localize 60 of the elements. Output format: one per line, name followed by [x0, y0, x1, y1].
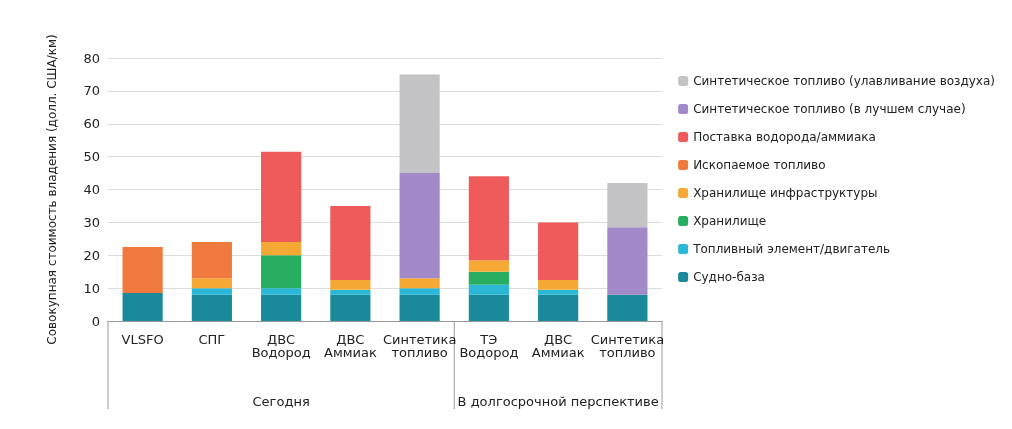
bar: [261, 255, 302, 289]
bar: [468, 271, 509, 285]
y-tick-label: 60: [83, 116, 100, 132]
bar: [261, 294, 302, 321]
bar: [191, 288, 232, 295]
bar: [468, 284, 509, 295]
bar: [468, 294, 509, 321]
bar: [330, 279, 371, 290]
bar: [122, 247, 163, 294]
bar: [538, 289, 579, 295]
x-tick-label: ДВС Аммиак: [323, 332, 377, 360]
x-tick-label: ТЭ Водород: [459, 332, 519, 360]
bar: [191, 294, 232, 321]
bar: [330, 205, 371, 280]
bar: [261, 288, 302, 295]
bar: [399, 278, 440, 289]
bar: [538, 279, 579, 290]
bar: [330, 294, 371, 321]
y-tick-label: 40: [83, 182, 100, 197]
y-tick-label: 30: [83, 214, 100, 230]
x-tick-label: ДВС Аммиак: [531, 332, 585, 360]
y-tick-label: 80: [83, 50, 100, 66]
bar: [122, 293, 163, 321]
y-tick-label: 0: [91, 313, 100, 329]
x-tick-label: VLSFO: [121, 332, 164, 347]
bar: [538, 222, 579, 280]
x-tick-label: СПГ: [198, 332, 226, 347]
y-tick-label: 10: [83, 280, 100, 296]
legend-label: Синтетическое топливо (улавливание воздуха): [693, 74, 996, 88]
x-tick-label: Синтетика топливо: [590, 332, 665, 360]
bar: [261, 242, 302, 256]
legend-label: Синтетическое топливо (в лучшем случае): [693, 102, 966, 116]
bar: [607, 182, 648, 228]
bar: [607, 294, 648, 321]
bar: [399, 173, 440, 279]
bar: [330, 289, 371, 295]
bar: [607, 227, 648, 295]
text: В долгосрочной перспективе: [457, 393, 659, 409]
bar: [399, 294, 440, 321]
legend-label: Судно-база: [693, 270, 765, 284]
legend-label: Хранилище: [693, 214, 767, 228]
bar: [261, 151, 302, 243]
x-tick-label: Синтетика топливо: [382, 332, 457, 360]
x-tick-label: ДВС Водород: [251, 332, 311, 360]
y-tick-label: 70: [83, 83, 100, 99]
text: Сегодня: [252, 393, 310, 409]
bar: [468, 176, 509, 261]
y-tick-label: 50: [83, 149, 100, 165]
bar: [538, 294, 579, 321]
bar: [399, 74, 440, 174]
bar: [191, 242, 232, 279]
y-axis-title: Совокупная стоимость владения (долл. США/км): [45, 34, 59, 345]
bar: [191, 278, 232, 289]
legend-label: Топливный элемент/двигатель: [692, 242, 891, 256]
legend-label: Хранилище инфраструктуры: [693, 186, 878, 200]
y-tick-label: 20: [83, 247, 100, 263]
bar: [468, 260, 509, 272]
legend-label: Поставка водорода/аммиака: [693, 130, 876, 144]
bar: [399, 288, 440, 295]
legend-label: Ископаемое топливо: [693, 158, 826, 172]
